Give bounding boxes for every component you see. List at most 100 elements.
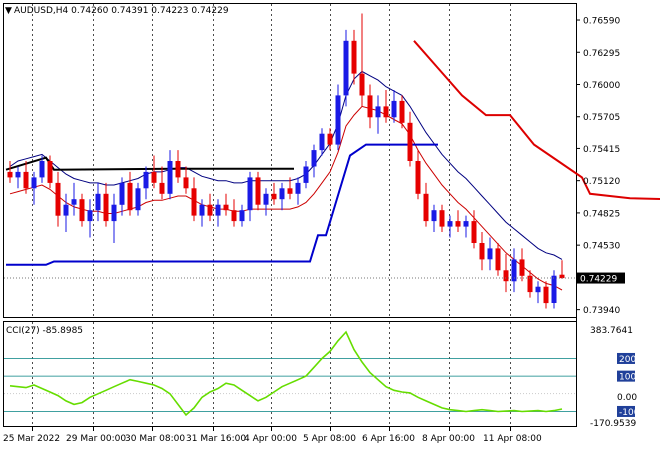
candle-2[interactable] — [23, 161, 29, 194]
candle-12[interactable] — [103, 182, 109, 227]
candle-65[interactable] — [527, 270, 533, 298]
candle-53[interactable] — [431, 204, 437, 232]
price-tick-5: 0.75120 — [583, 177, 620, 187]
candle-38[interactable] — [311, 144, 317, 178]
candle-49[interactable] — [399, 95, 405, 129]
candle-20[interactable] — [167, 150, 173, 200]
candle-30[interactable] — [247, 171, 253, 222]
candle-body-49 — [399, 100, 405, 123]
candle-40[interactable] — [327, 128, 333, 151]
candle-32[interactable] — [263, 188, 269, 216]
candle-64[interactable] — [519, 248, 525, 282]
candle-17[interactable] — [143, 166, 149, 200]
candle-28[interactable] — [231, 199, 237, 227]
candle-body-54 — [439, 210, 445, 227]
time-tick-2: 30 Mar 08:00 — [125, 434, 185, 444]
candle-52[interactable] — [423, 182, 429, 227]
candle-body-17 — [143, 171, 149, 189]
candle-41[interactable] — [335, 84, 341, 151]
candle-22[interactable] — [183, 166, 189, 194]
cci-panel[interactable] — [3, 321, 577, 427]
candle-body-57 — [463, 221, 469, 227]
time-tick-1: 29 Mar 00:00 — [66, 434, 126, 444]
candle-15[interactable] — [127, 171, 133, 216]
candle-body-6 — [55, 182, 61, 216]
candle-62[interactable] — [503, 253, 509, 293]
candle-55[interactable] — [447, 215, 453, 238]
candle-36[interactable] — [295, 177, 301, 205]
candlesticks[interactable] — [7, 13, 565, 309]
candle-7[interactable] — [63, 193, 69, 232]
candle-63[interactable] — [511, 248, 517, 293]
candle-body-15 — [127, 182, 133, 211]
candle-23[interactable] — [191, 177, 197, 222]
candle-body-65 — [527, 275, 533, 293]
candle-68[interactable] — [551, 270, 557, 309]
candle-37[interactable] — [303, 161, 309, 189]
cci-level-lines — [4, 358, 576, 412]
candle-24[interactable] — [199, 199, 205, 227]
candle-body-39 — [319, 133, 325, 151]
candle-46[interactable] — [375, 95, 381, 134]
candle-58[interactable] — [471, 210, 477, 249]
candle-body-10 — [87, 210, 93, 222]
candle-5[interactable] — [47, 155, 53, 189]
candle-body-43 — [351, 40, 357, 74]
candle-50[interactable] — [407, 111, 413, 167]
cci-level-label-1: 100 — [619, 373, 636, 383]
price-panel[interactable] — [3, 3, 577, 318]
candle-67[interactable] — [543, 281, 549, 309]
candle-57[interactable] — [463, 215, 469, 238]
candle-3[interactable] — [31, 171, 37, 205]
candle-33[interactable] — [271, 182, 277, 205]
candle-26[interactable] — [215, 199, 221, 227]
candle-61[interactable] — [495, 243, 501, 276]
candle-29[interactable] — [239, 204, 245, 227]
price-tick-0: 0.76590 — [583, 17, 620, 27]
candle-59[interactable] — [479, 232, 485, 271]
candle-10[interactable] — [87, 199, 93, 238]
candle-6[interactable] — [55, 171, 61, 227]
candle-0[interactable] — [7, 161, 13, 183]
candle-43[interactable] — [351, 29, 357, 85]
header-marker[interactable]: ▼ — [5, 6, 12, 16]
candle-42[interactable] — [343, 29, 349, 107]
candle-31[interactable] — [255, 171, 261, 211]
candle-25[interactable] — [207, 193, 213, 222]
candle-48[interactable] — [391, 90, 397, 123]
candle-body-52 — [423, 193, 429, 222]
candle-14[interactable] — [119, 177, 125, 216]
candle-body-34 — [279, 188, 285, 200]
candle-18[interactable] — [151, 155, 157, 189]
candle-66[interactable] — [535, 281, 541, 304]
candle-body-20 — [167, 161, 173, 194]
candle-56[interactable] — [455, 210, 461, 232]
cci-scale-top: 383.7641 — [590, 326, 633, 336]
candle-13[interactable] — [111, 193, 117, 243]
candle-21[interactable] — [175, 150, 181, 183]
candle-body-51 — [415, 161, 421, 194]
candle-54[interactable] — [439, 204, 445, 232]
candle-35[interactable] — [287, 177, 293, 200]
candle-51[interactable] — [415, 150, 421, 200]
candle-19[interactable] — [159, 166, 165, 200]
candle-8[interactable] — [71, 182, 77, 216]
candle-11[interactable] — [95, 182, 101, 222]
candle-69[interactable] — [559, 260, 565, 279]
candle-9[interactable] — [79, 193, 85, 227]
candle-34[interactable] — [279, 182, 285, 211]
candle-39[interactable] — [319, 128, 325, 156]
candle-body-62 — [503, 270, 509, 282]
candle-45[interactable] — [367, 84, 373, 129]
candle-60[interactable] — [487, 237, 493, 271]
price-tick-6: 0.74825 — [583, 209, 620, 219]
candle-1[interactable] — [15, 166, 21, 189]
candle-47[interactable] — [383, 90, 389, 123]
price-tick-7: 0.74530 — [583, 242, 620, 252]
candle-body-25 — [207, 204, 213, 216]
candle-4[interactable] — [39, 155, 45, 183]
candle-44[interactable] — [359, 13, 365, 107]
candle-16[interactable] — [135, 182, 141, 216]
candle-27[interactable] — [223, 193, 229, 216]
